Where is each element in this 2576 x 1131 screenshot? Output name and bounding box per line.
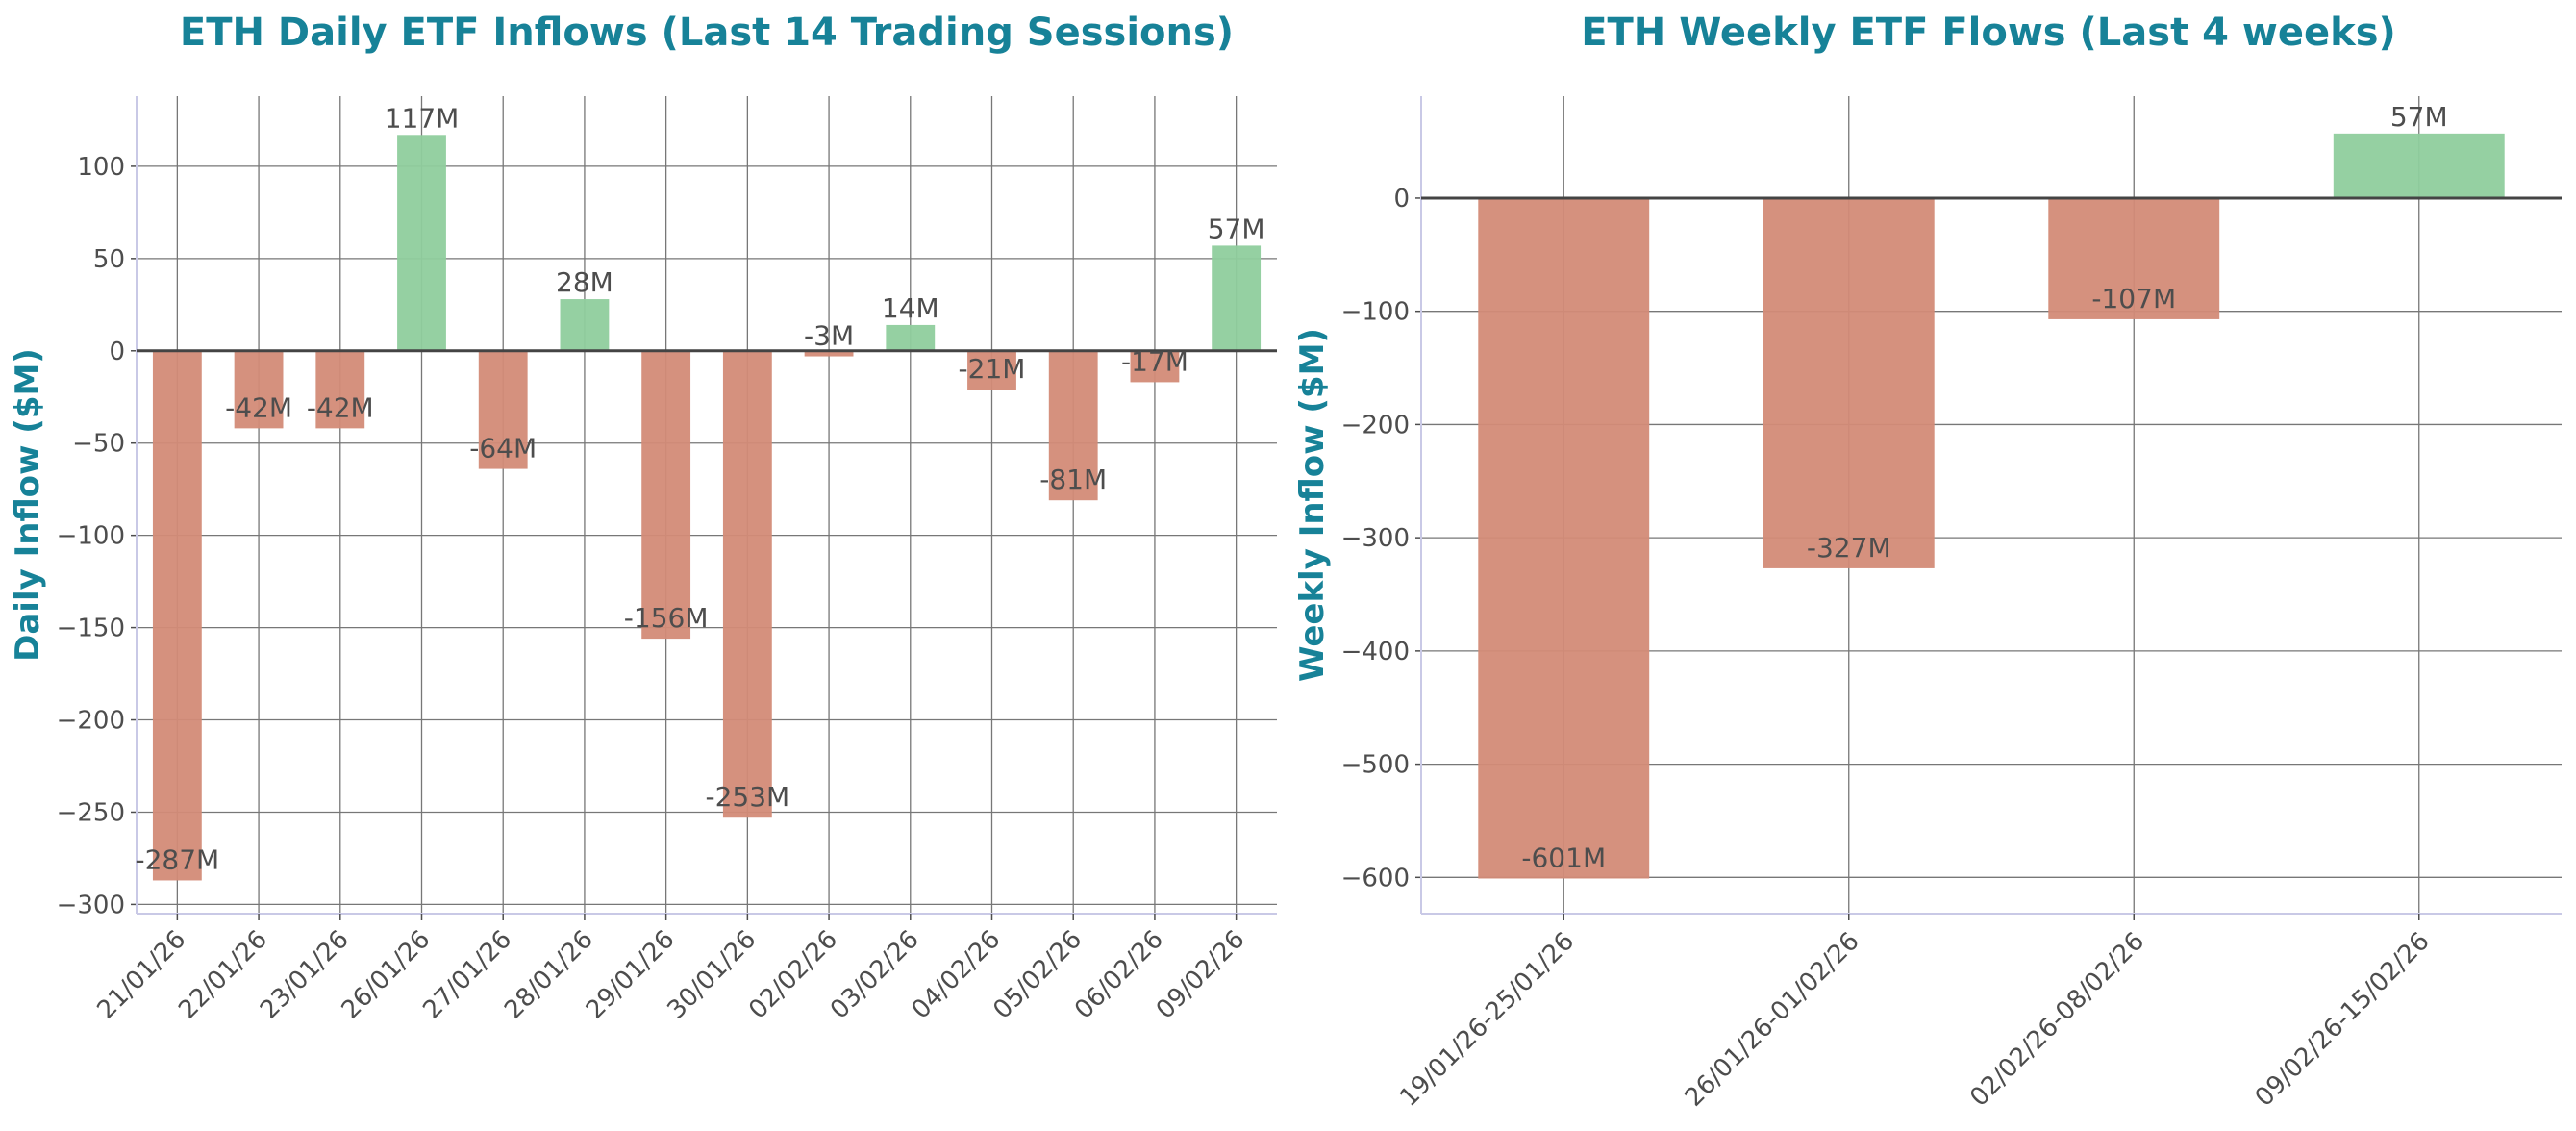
y-tick-label: 0 (1393, 185, 1410, 214)
x-tick-label: 26/01/26 (337, 925, 437, 1025)
y-axis-label: Daily Inflow ($M) (9, 348, 47, 662)
chart-title: ETH Weekly ETF Flows (Last 4 weeks) (1581, 11, 2396, 55)
bar (478, 350, 528, 469)
chart-title: ETH Daily ETF Inflows (Last 14 Trading S… (180, 11, 1234, 55)
y-tick-label: −400 (1341, 638, 1410, 666)
bar (560, 299, 610, 351)
y-tick-label: 50 (93, 245, 125, 274)
x-tick-label: 19/01/26-25/01/26 (1394, 927, 1580, 1113)
y-tick-label: −100 (57, 522, 125, 551)
data-label: -64M (469, 433, 537, 465)
data-label: -17M (1121, 345, 1188, 377)
x-tick-label: 27/01/26 (417, 925, 517, 1025)
x-tick-label: 09/02/26 (1151, 925, 1251, 1025)
bar (2048, 197, 2220, 319)
data-label: -42M (307, 391, 374, 423)
x-tick-label: 30/01/26 (663, 925, 763, 1025)
y-tick-label: −300 (1341, 524, 1410, 553)
data-label: -107M (2091, 283, 2176, 314)
y-tick-label: −100 (1341, 298, 1410, 327)
bar (2333, 133, 2505, 198)
data-label: 117M (385, 102, 460, 134)
x-tick-label: 03/02/26 (825, 925, 925, 1025)
data-label: -42M (225, 391, 292, 423)
x-tick-label: 22/01/26 (173, 925, 273, 1025)
weekly-flows-chart: ETH Weekly ETF Flows (Last 4 weeks) Weekl… (1293, 11, 2562, 1113)
bar (1212, 245, 1262, 351)
bar (1130, 350, 1180, 383)
bar (886, 324, 936, 351)
data-label: 14M (882, 292, 939, 324)
x-tick-label: 26/01/26-01/02/26 (1680, 927, 1865, 1113)
x-tick-label: 05/02/26 (988, 925, 1088, 1025)
x-tick-label: 04/02/26 (907, 925, 1007, 1025)
bar (1763, 197, 1935, 568)
data-label: -81M (1039, 464, 1107, 495)
y-tick-label: −300 (57, 891, 125, 919)
data-label: -327M (1807, 532, 1891, 564)
bar (722, 350, 772, 818)
y-tick-label: −600 (1341, 864, 1410, 892)
y-axis-label: Weekly Inflow ($M) (1293, 328, 1332, 682)
bar (641, 350, 691, 640)
y-tick-label: −200 (1341, 411, 1410, 440)
y-tick-label: −150 (57, 615, 125, 643)
daily-inflows-chart: ETH Daily ETF Inflows (Last 14 Trading S… (9, 11, 1277, 1025)
x-tick-label: 21/01/26 (92, 925, 192, 1025)
bar (804, 350, 854, 357)
data-label: -3M (804, 320, 854, 352)
bar (397, 135, 446, 351)
bar (967, 350, 1016, 390)
y-tick-label: −250 (57, 798, 125, 827)
data-label: -601M (1521, 842, 1606, 874)
bar (234, 350, 284, 429)
x-tick-label: 29/01/26 (581, 925, 681, 1025)
x-tick-label: 06/02/26 (1069, 925, 1169, 1025)
y-tick-label: −50 (72, 430, 125, 459)
x-tick-label: 02/02/26-08/02/26 (1964, 927, 2150, 1113)
x-tick-label: 02/02/26 (743, 925, 843, 1025)
data-label: -156M (624, 602, 709, 634)
data-label: -287M (135, 843, 219, 875)
data-label: 57M (1208, 213, 1265, 244)
x-tick-label: 09/02/26-15/02/26 (2250, 927, 2436, 1113)
data-label: -253M (705, 781, 789, 813)
data-label: -21M (959, 353, 1026, 385)
data-label: 28M (556, 266, 613, 298)
x-tick-label: 23/01/26 (255, 925, 355, 1025)
y-tick-label: 0 (109, 338, 125, 366)
y-tick-label: −500 (1341, 751, 1410, 780)
y-tick-label: 100 (77, 153, 125, 182)
bar (1478, 197, 1650, 879)
y-tick-label: −200 (57, 707, 125, 736)
bar (1048, 350, 1098, 501)
data-label: 57M (2390, 101, 2448, 133)
bar (315, 350, 365, 429)
x-tick-label: 28/01/26 (499, 925, 599, 1025)
bar (152, 350, 202, 881)
